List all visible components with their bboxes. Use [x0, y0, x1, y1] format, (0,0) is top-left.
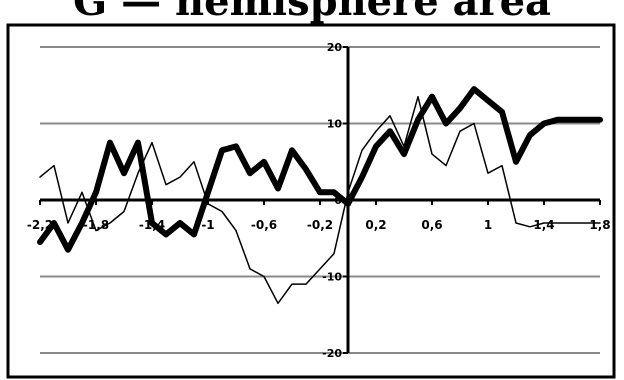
series-line-2 [37, 86, 603, 253]
chart-title: G — hemisphere area [73, 0, 551, 25]
x-tick-label: 1 [484, 218, 492, 232]
x-tick-label: -2,2 [27, 218, 53, 232]
x-tick-label: 0,6 [421, 218, 442, 232]
series-line-1 [39, 95, 601, 305]
y-tick-label: 10 [327, 118, 343, 131]
x-tick-label: 1,4 [533, 218, 554, 232]
y-tick-label: -20 [322, 347, 342, 360]
x-tick-label: -0,6 [251, 218, 277, 232]
y-tick-label: 20 [327, 41, 343, 54]
x-tick-label: 0,2 [365, 218, 386, 232]
x-tick-label: -1,4 [139, 218, 165, 232]
y-tick-label: 0 [334, 194, 342, 207]
x-tick-label: -1,8 [83, 218, 109, 232]
x-tick-label: -1 [201, 218, 214, 232]
x-tick-label: -0,2 [307, 218, 333, 232]
x-tick-label: 1,8 [589, 218, 610, 232]
y-tick-label: -10 [322, 271, 342, 284]
